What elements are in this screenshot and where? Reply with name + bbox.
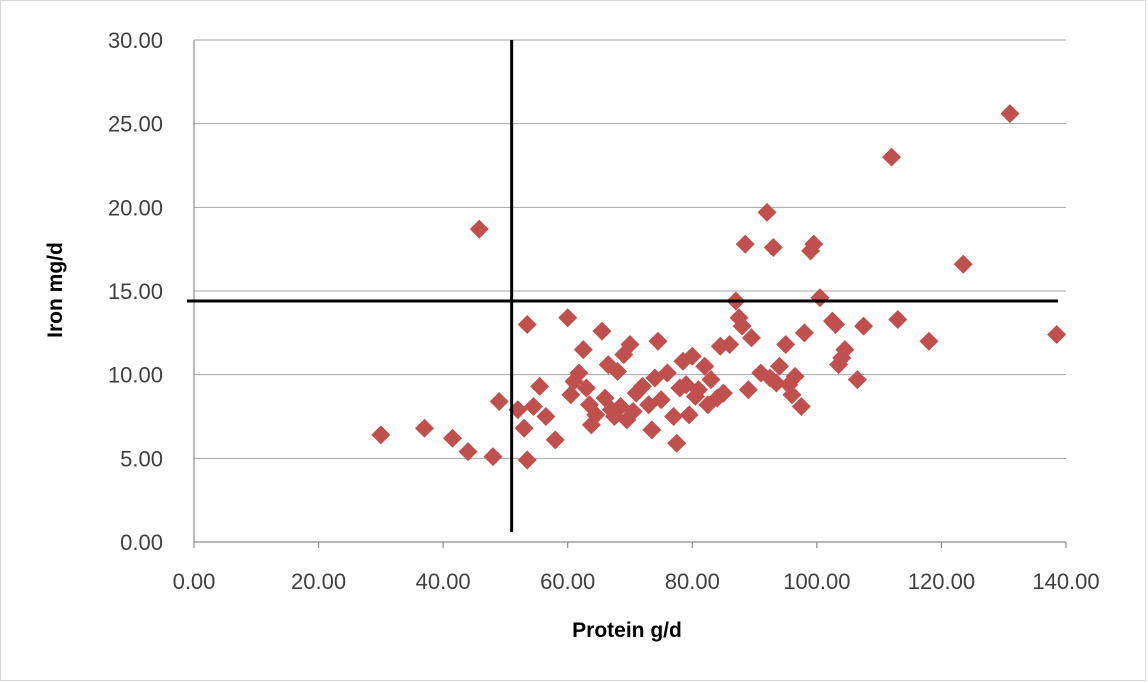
y-axis-title: Iron mg/d — [44, 242, 67, 338]
y-tick-label: 30.00 — [108, 28, 163, 53]
data-point — [720, 335, 740, 355]
data-point — [785, 366, 805, 386]
data-point — [776, 335, 796, 355]
data-point — [782, 385, 802, 405]
data-point — [664, 407, 684, 426]
axes — [193, 40, 1067, 548]
x-tick-label: 80.00 — [665, 569, 720, 594]
data-point — [826, 314, 846, 334]
data-point — [657, 363, 677, 383]
data-point — [701, 370, 721, 390]
data-point — [592, 321, 612, 341]
data-point — [558, 308, 578, 328]
data-point — [469, 219, 489, 239]
y-tick-label: 20.00 — [108, 195, 163, 220]
x-axis-title: Protein g/d — [572, 619, 682, 642]
x-tick-labels: 0.00 20.00 40.00 60.00 80.00 100.00 120.00 140.… — [173, 569, 1100, 594]
data-point — [642, 420, 662, 440]
data-point — [573, 340, 593, 360]
y-tick-label: 10.00 — [108, 363, 163, 388]
data-point — [882, 147, 902, 167]
data-point — [530, 376, 550, 396]
x-tick-label: 60.00 — [540, 569, 595, 594]
data-point — [735, 234, 755, 254]
x-tick-label: 120.00 — [908, 569, 975, 594]
data-point — [608, 361, 628, 381]
data-point — [757, 202, 777, 222]
data-point — [854, 316, 874, 336]
data-point — [536, 407, 556, 426]
y-tick-label: 0.00 — [120, 530, 163, 555]
data-point — [713, 383, 733, 403]
data-point — [769, 356, 789, 376]
data-point — [804, 234, 824, 254]
data-point — [648, 331, 668, 351]
y-tick-label: 5.00 — [120, 446, 163, 471]
data-point — [442, 428, 462, 448]
data-point — [689, 380, 709, 400]
data-point — [576, 378, 596, 398]
data-point — [741, 328, 761, 348]
data-point — [514, 418, 534, 438]
data-point — [371, 425, 391, 445]
data-point — [919, 331, 939, 351]
data-point — [667, 433, 687, 453]
data-point — [561, 385, 581, 405]
data-point — [794, 323, 814, 343]
data-point — [1000, 104, 1020, 124]
data-point — [586, 405, 606, 425]
gridlines — [194, 39, 1066, 459]
data-point — [483, 447, 503, 467]
data-point — [763, 237, 783, 257]
y-tick-labels: 0.00 5.00 10.00 15.00 20.00 25.00 30.00 — [108, 28, 163, 555]
y-tick-label: 15.00 — [108, 279, 163, 304]
data-point — [766, 373, 786, 393]
data-point — [738, 380, 758, 400]
x-tick-label: 0.00 — [173, 569, 216, 594]
data-point — [632, 376, 652, 396]
data-point — [569, 363, 589, 383]
data-point — [623, 401, 643, 421]
data-point — [682, 346, 702, 366]
data-point — [847, 370, 867, 390]
x-tick-label: 140.00 — [1032, 569, 1099, 594]
x-tick-label: 20.00 — [291, 569, 346, 594]
data-point — [545, 430, 565, 450]
data-point — [523, 396, 543, 416]
data-point — [489, 391, 509, 411]
data-point — [835, 340, 855, 360]
data-point — [1047, 325, 1067, 345]
data-point — [791, 396, 811, 416]
data-points — [371, 104, 1067, 470]
data-point — [414, 418, 434, 438]
data-point — [651, 390, 671, 410]
data-point — [517, 450, 537, 470]
data-point — [458, 442, 478, 462]
data-point — [888, 309, 908, 329]
data-point — [517, 314, 537, 334]
data-point — [620, 335, 640, 355]
x-tick-label: 40.00 — [416, 569, 471, 594]
data-point — [695, 356, 715, 376]
data-point — [953, 254, 973, 274]
data-point — [732, 316, 752, 336]
data-point — [679, 405, 699, 425]
x-tick-label: 100.00 — [783, 569, 850, 594]
y-tick-label: 25.00 — [108, 112, 163, 137]
reference-lines — [187, 40, 1058, 532]
